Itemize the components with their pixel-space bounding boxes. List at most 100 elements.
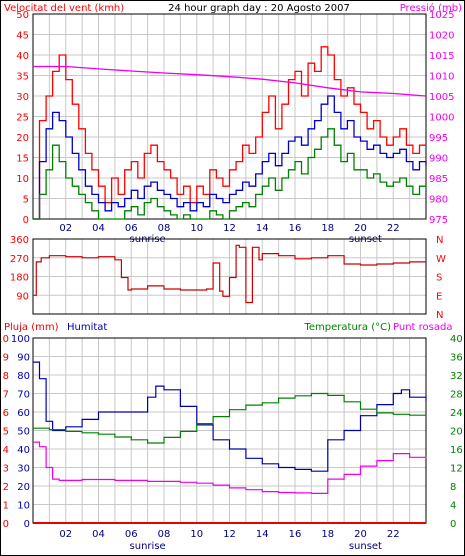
- pressure-series-line: [33, 65, 427, 97]
- humidity-tick-label: 50: [17, 427, 30, 438]
- temperature-tick-label: 8: [450, 482, 456, 493]
- rain-tick-label: 6: [3, 408, 9, 419]
- wind-tick-label: 15: [16, 154, 29, 165]
- graph-title: 24 hour graph day : 20 Agosto 2007: [168, 3, 350, 14]
- wind-tick-label: 10: [16, 174, 29, 185]
- dewpoint-series-line: [33, 441, 427, 494]
- rain-tick-label: 4: [3, 445, 9, 456]
- hour-tick-label: 04: [92, 529, 105, 540]
- low-series-line: [33, 128, 427, 220]
- rain-axis-ticks: 0 1 2 3 4 5 6 7 8 9 10: [0, 334, 9, 530]
- temperature-tick-label: 40: [450, 334, 463, 345]
- pressure-tick-label: 995: [429, 133, 448, 144]
- rain-tick-label: 5: [3, 427, 9, 438]
- humidity-tick-label: 0: [24, 519, 30, 530]
- hour-tick-label: 18: [321, 529, 334, 540]
- wind-tick-label: 5: [23, 195, 29, 206]
- rain-axis-label: Pluja (mm): [4, 322, 59, 333]
- hour-tick-label: 16: [289, 529, 302, 540]
- temperature-series-line: [33, 392, 426, 444]
- dewpoint-axis-label: Punt rosada: [393, 322, 452, 333]
- hour-tick-label: 22: [387, 529, 400, 540]
- hour-tick-label: 14: [256, 529, 269, 540]
- pressure-tick-label: 985: [429, 174, 448, 185]
- rain-tick-label: 1: [3, 501, 9, 512]
- wind-tick-label: 30: [16, 92, 29, 103]
- temperature-axis-ticks: 0 4 8 12 16 20 24 28 32 36 40: [450, 334, 463, 530]
- pressure-tick-label: 980: [429, 195, 448, 206]
- direction-degree-label: 180: [10, 273, 29, 284]
- hour-tick-label: 18: [321, 223, 334, 234]
- wind-tick-label: 0: [23, 215, 29, 226]
- direction-degree-ticks: 90 180 270 360: [10, 235, 29, 302]
- pressure-tick-label: 1015: [429, 51, 454, 62]
- hour-tick-label: 20: [354, 529, 367, 540]
- temperature-tick-label: 12: [450, 464, 463, 475]
- humidity-tick-label: 40: [17, 445, 30, 456]
- direction-series-line: [33, 244, 426, 304]
- bottom-panel-series: [33, 361, 427, 524]
- direction-panel-frame: [32, 238, 427, 315]
- temperature-tick-label: 0: [450, 519, 456, 530]
- rain-tick-label: 2: [3, 482, 9, 493]
- sun-marker-label: sunrise: [130, 541, 166, 552]
- pressure-tick-label: 1025: [429, 10, 454, 21]
- humidity-tick-label: 70: [17, 390, 30, 401]
- sun-marker-label: sunset: [349, 541, 382, 552]
- compass-point-label: N: [436, 310, 443, 321]
- wind-axis-label: Velocitat del vent (kmh): [4, 3, 124, 14]
- rain-tick-label: 10: [0, 334, 9, 345]
- humidity-tick-label: 30: [17, 464, 30, 475]
- wind-tick-label: 50: [16, 10, 29, 21]
- temperature-tick-label: 28: [450, 390, 463, 401]
- hour-tick-label: 22: [387, 223, 400, 234]
- humidity-axis-label: Humitat: [67, 322, 107, 333]
- hour-tick-label: 02: [59, 529, 72, 540]
- compass-point-label: S: [436, 273, 442, 284]
- wind-tick-label: 20: [16, 133, 29, 144]
- hour-tick-label: 04: [92, 223, 105, 234]
- hour-tick-label: 06: [125, 529, 138, 540]
- hour-tick-label: 16: [289, 223, 302, 234]
- temperature-tick-label: 32: [450, 371, 463, 382]
- humidity-tick-label: 60: [17, 408, 30, 419]
- bottom-panel-sun-markers: sunrise sunset: [130, 541, 383, 552]
- bottom-panel-hour-ticks: 02 04 06 08 10 12 14 16 18 20 22: [59, 529, 399, 540]
- hour-tick-label: 12: [223, 223, 236, 234]
- bottom-panel-grid: [33, 338, 426, 523]
- temperature-tick-label: 20: [450, 427, 463, 438]
- direction-panel-series: [33, 244, 426, 304]
- hour-tick-label: 14: [256, 223, 269, 234]
- hour-tick-label: 08: [158, 223, 171, 234]
- rain-tick-label: 9: [3, 353, 9, 364]
- hour-tick-label: 20: [354, 223, 367, 234]
- humidity-tick-label: 20: [17, 482, 30, 493]
- pressure-tick-label: 1010: [429, 72, 454, 83]
- wind-tick-label: 40: [16, 51, 29, 62]
- gust-series-line: [33, 46, 426, 220]
- compass-point-label: E: [436, 291, 442, 302]
- rain-tick-label: 8: [3, 371, 9, 382]
- wind-axis-ticks: 0 5 10 15 20 25 30 35 40 45 50: [16, 10, 29, 226]
- pressure-axis-label: Pressió (mb): [400, 2, 462, 14]
- wind-tick-label: 35: [16, 72, 29, 83]
- humidity-tick-label: 80: [17, 371, 30, 382]
- temperature-tick-label: 24: [450, 408, 463, 419]
- direction-degree-label: 90: [16, 291, 29, 302]
- temperature-tick-label: 36: [450, 353, 463, 364]
- average-series-line: [33, 95, 427, 220]
- hour-tick-label: 08: [158, 529, 171, 540]
- humidity-tick-label: 90: [17, 353, 30, 364]
- pressure-tick-label: 1020: [429, 31, 454, 42]
- top-panel-series: [33, 46, 427, 220]
- pressure-tick-label: 990: [429, 154, 448, 165]
- wind-tick-label: 25: [16, 113, 29, 124]
- humidity-axis-ticks: 0 10 20 30 40 50 60 70 80 90 100: [11, 334, 30, 530]
- humidity-tick-label: 10: [17, 501, 30, 512]
- humidity-tick-label: 100: [11, 334, 30, 345]
- temperature-axis-label: Temperatura (°C): [303, 322, 391, 333]
- compass-point-label: N: [436, 235, 443, 246]
- direction-degree-label: 360: [10, 235, 29, 246]
